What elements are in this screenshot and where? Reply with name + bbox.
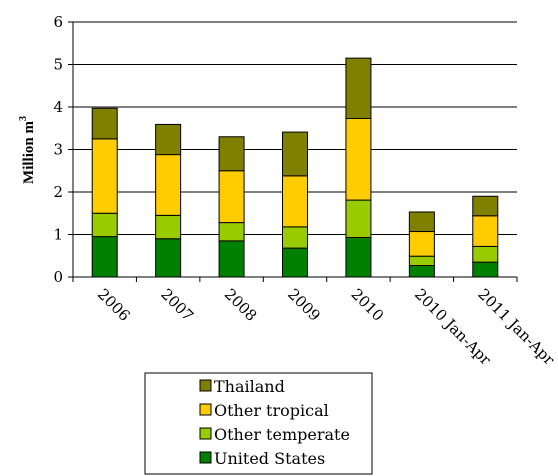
bar-other-tropical-6 [472,215,499,247]
bar-other-tropical-3 [282,175,308,228]
legend-swatch-other-tropical [199,403,212,416]
bar-other-tropical-5 [408,231,435,257]
bar-united-states-6 [472,261,499,278]
legend-label-other-tropical: Other tropical [214,401,329,420]
y-tick-labels: 0 1 2 3 4 5 6 [53,13,63,286]
bar-other-temperate-0 [91,212,118,238]
legend-label-united-states: United States [214,449,325,468]
bar-thailand-0 [91,107,118,140]
legend: Thailand Other tropical Other temperate Uni… [144,372,373,475]
y-tick-label-0: 0 [53,268,63,286]
y-tick-label-1: 1 [53,226,63,244]
bars [91,57,499,278]
x-tick-label-3: 2009 [284,285,324,325]
legend-swatch-other-temperate [199,427,212,440]
bar-thailand-6 [472,195,499,217]
bar-united-states-2 [218,240,245,278]
bar-other-temperate-5 [408,255,435,267]
y-axis-label-text: Million m [21,121,37,184]
bar-other-temperate-4 [345,199,372,238]
bar-united-states-1 [155,238,182,278]
bar-other-temperate-1 [155,214,182,240]
y-tick-label-4: 4 [53,98,63,116]
bar-other-tropical-0 [91,138,118,214]
bar-other-temperate-3 [282,226,308,249]
y-axis-label-superscript: 3 [18,116,29,121]
x-tick-label-1: 2007 [157,285,197,325]
y-tick-label-6: 6 [53,13,63,31]
bar-united-states-5 [408,265,435,278]
x-tick-label-2: 2008 [221,285,261,325]
bar-other-temperate-2 [218,222,245,242]
x-tick-label-0: 2006 [94,285,134,325]
y-tick-label-2: 2 [53,183,63,201]
x-tick-label-4: 2010 [348,285,388,325]
bar-united-states-3 [282,247,308,278]
bar-other-tropical-2 [218,170,245,224]
bar-other-tropical-1 [155,154,182,216]
bar-other-temperate-6 [472,245,499,263]
bar-thailand-4 [345,57,372,119]
y-tick-label-3: 3 [53,141,63,159]
bar-united-states-4 [345,236,372,278]
legend-box [144,372,373,475]
axes [68,21,518,282]
legend-swatch-thailand [199,379,212,392]
bar-other-tropical-4 [345,117,372,201]
y-tick-label-5: 5 [53,56,63,74]
legend-label-other-temperate: Other temperate [214,425,350,444]
bar-united-states-0 [91,236,118,278]
y-axis-label: Million m3 [18,116,37,184]
bar-thailand-5 [408,211,435,233]
bar-thailand-2 [218,136,245,172]
legend-label-thailand: Thailand [214,377,285,396]
legend-swatch-united-states [199,451,212,464]
bar-thailand-1 [155,123,182,156]
bar-thailand-3 [282,131,308,177]
